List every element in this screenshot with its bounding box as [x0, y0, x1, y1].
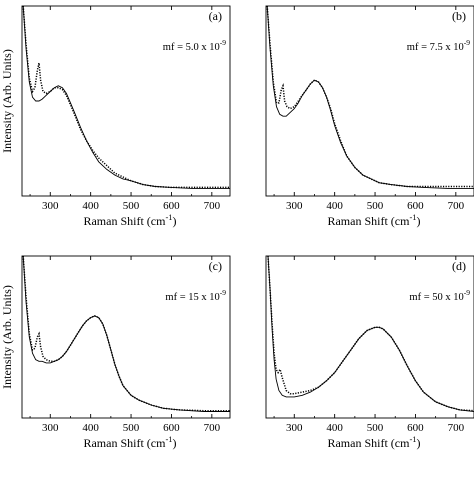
x-tick-label: 400 — [326, 200, 343, 212]
chart-panel-3: 300 400 500 600 700 (c) mf = 15 x 10-9 Raman Sh… — [0, 255, 231, 450]
plot-frame — [265, 255, 474, 419]
y-axis-label: Intensity (Arb. Units) — [0, 49, 14, 153]
fit-series-line — [22, 6, 230, 189]
panel-label: (d) — [452, 259, 466, 273]
panel-label: (a) — [209, 9, 222, 23]
x-tick-label: 400 — [82, 422, 99, 434]
measured-series-line — [267, 256, 474, 412]
measured-series-line — [22, 6, 230, 189]
chart-panel-2: 300 400 500 600 700 (b) mf = 7.5 x 10-9 Raman S… — [265, 5, 474, 228]
mf-annotation: mf = 7.5 x 10-9 — [407, 38, 470, 53]
x-tick-label: 400 — [82, 200, 99, 212]
mf-annotation: mf = 15 x 10-9 — [165, 288, 226, 303]
panel-label: (b) — [452, 9, 466, 23]
panel-label: (c) — [209, 259, 222, 273]
x-tick-label: 700 — [204, 200, 221, 212]
x-tick-label: 500 — [123, 422, 140, 434]
plot-frame — [21, 5, 231, 197]
x-tick-label: 600 — [407, 422, 424, 434]
x-tick-label: 400 — [326, 422, 343, 434]
chart-panel-4: 300 400 500 600 700 (d) mf = 50 x 10-9 Raman Sh… — [265, 255, 474, 450]
mf-annotation: mf = 50 x 10-9 — [409, 288, 470, 303]
fit-series-line — [22, 256, 230, 412]
mf-annotation: mf = 5.0 x 10-9 — [163, 38, 226, 53]
x-tick-label: 500 — [367, 422, 384, 434]
x-tick-label: 600 — [163, 422, 180, 434]
x-tick-label: 600 — [407, 200, 424, 212]
plot-frame — [21, 255, 231, 419]
x-tick-label: 600 — [163, 200, 180, 212]
x-tick-label: 300 — [286, 422, 303, 434]
x-axis-label: Raman Shift (cm-1) — [83, 434, 176, 450]
x-axis-label: Raman Shift (cm-1) — [327, 434, 420, 450]
x-tick-label: 300 — [286, 200, 303, 212]
x-tick-label: 300 — [42, 200, 59, 212]
y-axis-label: Intensity (Arb. Units) — [0, 285, 14, 389]
plot-frame — [265, 5, 474, 197]
x-tick-label: 700 — [204, 422, 221, 434]
fit-series-line — [266, 6, 474, 189]
chart-panel-1: 300 400 500 600 700 (a) mf = 5.0 x 10-9 Raman S… — [0, 5, 231, 228]
fit-series-line — [267, 256, 474, 412]
x-tick-label: 700 — [448, 200, 465, 212]
x-tick-label: 700 — [448, 422, 465, 434]
x-axis-label: Raman Shift (cm-1) — [83, 212, 176, 228]
x-tick-label: 300 — [42, 422, 59, 434]
x-tick-label: 500 — [123, 200, 140, 212]
measured-series-line — [22, 256, 230, 412]
x-axis-label: Raman Shift (cm-1) — [327, 212, 420, 228]
measured-series-line — [266, 6, 474, 188]
x-tick-label: 500 — [367, 200, 384, 212]
